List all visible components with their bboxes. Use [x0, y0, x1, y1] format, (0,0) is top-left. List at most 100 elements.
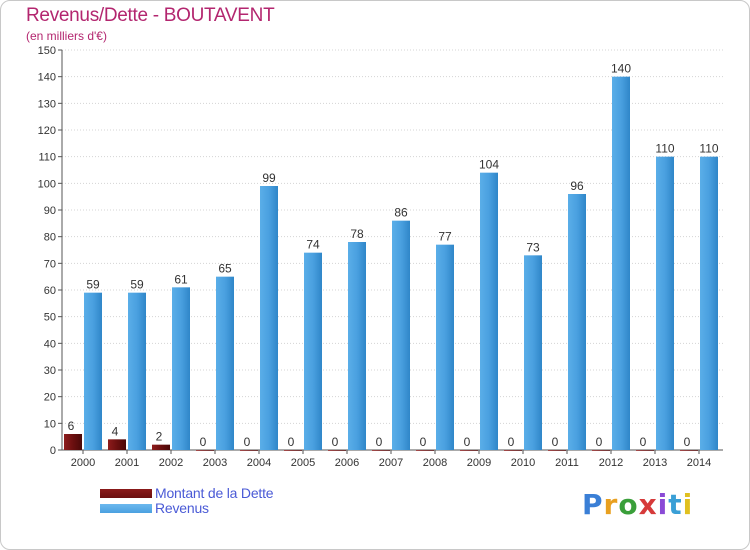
bar-dette: [548, 450, 566, 451]
data-label-dette: 0: [508, 435, 515, 449]
bar-revenus: [700, 156, 718, 450]
data-label-dette: 6: [68, 419, 75, 433]
x-tick-label: 2013: [643, 457, 667, 469]
data-label-dette: 0: [244, 435, 251, 449]
bar-revenus: [172, 287, 190, 450]
bar-revenus: [524, 255, 542, 450]
bar-revenus: [480, 172, 498, 450]
legend-label-revenus: Revenus: [155, 500, 209, 516]
data-label-dette: 0: [552, 435, 559, 449]
data-label-revenus: 86: [394, 206, 408, 220]
data-label-revenus: 61: [174, 272, 188, 286]
bar-dette: [284, 450, 302, 451]
legend-swatch-revenus: [100, 504, 152, 513]
x-tick-label: 2005: [291, 457, 315, 469]
y-tick-label: 80: [44, 232, 56, 244]
bar-revenus: [568, 194, 586, 450]
bar-revenus: [612, 76, 630, 451]
legend-swatch-dette: [100, 489, 152, 498]
x-tick-label: 2000: [71, 457, 95, 469]
x-tick-label: 2012: [599, 457, 623, 469]
y-tick-label: 20: [44, 392, 56, 404]
bar-dette: [416, 450, 434, 451]
bar-dette: [108, 439, 126, 450]
bar-dette: [64, 434, 82, 450]
data-label-revenus: 74: [306, 238, 320, 252]
x-tick-label: 2006: [335, 457, 359, 469]
bar-dette: [196, 450, 214, 451]
bar-revenus: [656, 156, 674, 450]
data-label-dette: 0: [200, 435, 207, 449]
x-tick-label: 2011: [555, 457, 579, 469]
data-label-dette: 4: [112, 424, 119, 438]
bar-dette: [460, 450, 478, 451]
bar-dette: [152, 444, 170, 450]
bar-revenus: [436, 244, 454, 450]
legend-label-dette: Montant de la Dette: [155, 485, 274, 501]
data-label-dette: 0: [420, 435, 427, 449]
data-label-revenus: 99: [262, 171, 276, 185]
bar-dette: [372, 450, 390, 451]
bar-dette: [680, 450, 698, 451]
data-label-dette: 0: [288, 435, 295, 449]
logo-letter: o: [618, 488, 639, 521]
data-label-dette: 0: [332, 435, 339, 449]
logo-letter: P: [582, 488, 604, 521]
data-label-revenus: 78: [350, 227, 364, 241]
y-tick-label: 120: [38, 125, 56, 137]
y-tick-label: 10: [44, 418, 56, 430]
y-tick-label: 0: [50, 445, 56, 457]
y-tick-label: 60: [44, 285, 56, 297]
data-label-revenus: 110: [655, 142, 674, 156]
logo-letter: i: [682, 488, 694, 521]
x-tick-label: 2001: [115, 457, 139, 469]
bar-dette: [592, 450, 610, 451]
data-label-revenus: 77: [438, 230, 452, 244]
logo-letter: r: [603, 488, 619, 521]
logo-letter: x: [638, 488, 658, 521]
bar-dette: [328, 450, 346, 451]
y-tick-label: 110: [38, 152, 56, 164]
y-tick-label: 90: [44, 205, 56, 217]
chart-title: Revenus/Dette - BOUTAVENT: [26, 5, 275, 26]
data-label-revenus: 59: [130, 278, 144, 292]
y-tick-label: 70: [44, 258, 56, 270]
bar-revenus: [260, 186, 278, 450]
y-tick-label: 100: [38, 178, 56, 190]
x-tick-label: 2002: [159, 457, 183, 469]
data-label-dette: 0: [684, 435, 691, 449]
x-tick-label: 2007: [379, 457, 403, 469]
data-label-revenus: 140: [611, 62, 631, 76]
y-tick-label: 140: [38, 72, 56, 84]
x-tick-label: 2009: [467, 457, 491, 469]
y-tick-label: 130: [38, 98, 56, 110]
bar-revenus: [304, 252, 322, 450]
y-tick-label: 150: [38, 45, 56, 57]
data-label-revenus: 96: [570, 179, 584, 193]
x-tick-label: 2004: [247, 457, 271, 469]
y-tick-label: 40: [44, 338, 56, 350]
data-label-revenus: 110: [699, 142, 718, 156]
bar-revenus: [84, 292, 102, 450]
data-label-revenus: 65: [218, 262, 232, 276]
bar-revenus: [348, 242, 366, 450]
chart-subtitle: (en milliers d'€): [26, 29, 107, 43]
bar-revenus: [216, 276, 234, 450]
x-tick-label: 2008: [423, 457, 447, 469]
data-label-dette: 0: [376, 435, 383, 449]
logo-letter: t: [668, 488, 683, 521]
y-tick-label: 30: [44, 365, 56, 377]
bar-dette: [636, 450, 654, 451]
bar-revenus: [392, 220, 410, 450]
x-tick-label: 2010: [511, 457, 535, 469]
data-label-dette: 0: [596, 435, 603, 449]
bar-dette: [504, 450, 522, 451]
x-tick-label: 2014: [687, 457, 711, 469]
logo-letter: i: [657, 488, 669, 521]
data-label-dette: 2: [156, 430, 163, 444]
data-label-revenus: 104: [479, 158, 499, 172]
proxiti-logo: Proxiti: [582, 488, 693, 521]
x-tick-label: 2003: [203, 457, 227, 469]
data-label-revenus: 59: [86, 278, 100, 292]
